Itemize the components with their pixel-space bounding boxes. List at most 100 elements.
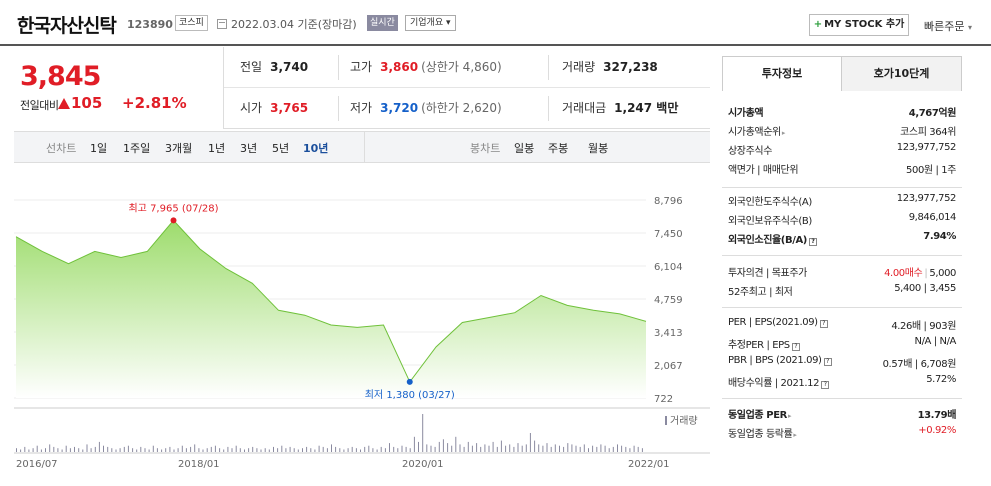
tab-1y[interactable]: 1년 <box>208 142 226 155</box>
price-chart[interactable]: 8,796 7,450 6,104 4,759 3,413 2,067 722 최고 7,9… <box>14 176 710 483</box>
volume-bar <box>525 444 527 452</box>
tab-daily[interactable]: 일봉 <box>514 142 535 155</box>
quote-label: 거래량 <box>562 60 596 74</box>
realtime-button[interactable]: 실시간 <box>367 15 398 31</box>
divider <box>548 55 549 80</box>
volume-bar <box>165 448 167 452</box>
volume-bar <box>136 449 138 452</box>
y-tick-label: 722 <box>654 394 673 405</box>
volume-bar <box>148 449 150 452</box>
volume-bar <box>339 448 341 452</box>
volume-bar <box>248 448 250 452</box>
tab-weekly[interactable]: 주봉 <box>548 142 569 155</box>
volume-bar <box>24 446 26 452</box>
info-value: 0.57배 | 6,708원 <box>882 359 957 370</box>
volume-bar <box>355 448 357 452</box>
quote-label: 거래대금 <box>562 101 607 115</box>
volume-bar <box>310 448 312 452</box>
panel-tabs: 투자정보 호가10단계 <box>722 57 962 91</box>
tab-order-book[interactable]: 호가10단계 <box>842 57 962 91</box>
divider <box>338 96 339 121</box>
tab-1d[interactable]: 1일 <box>90 142 108 155</box>
volume-bar <box>476 443 478 452</box>
volume-bar <box>277 448 279 452</box>
line-chart-label: 선차트 <box>46 142 77 155</box>
volume-bar <box>600 444 602 452</box>
quick-order-button[interactable]: 빠른주문 ▾ <box>924 18 972 34</box>
info-row: 외국인소진율(B/A)? 7.94% <box>728 228 960 247</box>
volume-bar <box>53 446 55 452</box>
chevron-down-icon: ▾ <box>967 23 972 32</box>
info-key-text: 배당수익률 | 2021.12 <box>728 378 820 389</box>
volume-bar <box>293 448 295 452</box>
info-value: 123,977,752 <box>896 193 957 204</box>
volume-bar <box>318 445 320 452</box>
volume-bar <box>132 448 134 452</box>
volume-bar <box>625 446 627 452</box>
divider <box>722 187 962 188</box>
volume-bar <box>384 448 386 452</box>
volume-bar <box>45 448 46 452</box>
info-key: 외국인소진율(B/A)? <box>728 231 817 246</box>
tab-3y[interactable]: 3년 <box>240 142 258 155</box>
tab-1w[interactable]: 1주일 <box>123 142 151 155</box>
info-row[interactable]: 동일업종 등락률▸ +0.92% <box>728 422 960 441</box>
volume-bar <box>306 446 308 452</box>
volume-bar <box>463 446 465 452</box>
help-icon[interactable]: ? <box>791 343 800 351</box>
volume-bar <box>521 445 523 452</box>
volume-bar <box>144 448 146 452</box>
quick-order-label: 빠른주문 <box>924 20 965 33</box>
tab-3m[interactable]: 3개월 <box>165 142 193 155</box>
quote-value: 3,740 <box>270 60 309 74</box>
help-icon[interactable]: ? <box>819 320 828 328</box>
volume-bar <box>471 445 473 452</box>
volume-bar <box>86 444 88 452</box>
info-row: 시가총액 4,767억원 <box>728 101 960 120</box>
volume-bar <box>239 448 241 452</box>
volume-bar <box>418 441 419 452</box>
volume-bar <box>289 446 291 452</box>
chevron-right-icon: ▸ <box>781 129 786 137</box>
volume-bar <box>496 446 498 452</box>
y-tick-label: 4,759 <box>654 295 683 306</box>
volume-bar <box>127 445 129 452</box>
volume-bar <box>161 449 163 452</box>
volume-bar <box>542 445 544 452</box>
tab-10y[interactable]: 10년 <box>303 142 329 155</box>
investment-info-panel: 투자정보 호가10단계 시가총액 4,767억원 시가총액순위▸ 코스피 364위 … <box>722 56 962 483</box>
info-row: 추정PER | EPS? N/A | N/A <box>728 333 960 352</box>
info-row[interactable]: 동일업종 PER▸ 13.79배 <box>728 403 960 422</box>
volume-bar <box>326 448 328 452</box>
info-key: 52주최고 | 최저 <box>728 287 793 298</box>
volume-bar <box>621 445 623 452</box>
volume-bar <box>119 448 121 452</box>
tab-5y[interactable]: 5년 <box>272 142 290 155</box>
tab-monthly[interactable]: 월봉 <box>588 142 609 155</box>
volume-bar <box>173 449 175 452</box>
volume-bar <box>185 448 187 452</box>
volume-bar <box>111 448 113 452</box>
volume-bar <box>438 441 440 452</box>
volume-bar <box>198 448 200 452</box>
quote-value: 3,720 <box>380 101 419 115</box>
x-tick-label: 2018/01 <box>178 459 220 470</box>
volume-bar <box>314 449 316 452</box>
volume-bar <box>467 441 469 452</box>
company-overview-button[interactable]: 기업개요 ▾ <box>405 15 456 31</box>
plus-icon: + <box>813 19 823 30</box>
add-my-stock-button[interactable]: + MY STOCK 추가 <box>809 14 909 36</box>
help-icon[interactable]: ? <box>821 381 830 389</box>
volume-bar <box>447 443 449 452</box>
volume-bar <box>413 436 415 452</box>
help-icon[interactable]: ? <box>823 358 832 366</box>
help-icon[interactable]: ? <box>808 238 817 246</box>
volume-bar <box>484 444 486 452</box>
volume-bar <box>227 446 229 452</box>
volume-bar <box>546 443 548 452</box>
x-tick-label: 2022/01 <box>628 459 670 470</box>
info-row[interactable]: 시가총액순위▸ 코스피 364위 <box>728 120 960 139</box>
tab-investment-info[interactable]: 투자정보 <box>722 57 842 91</box>
volume-bar <box>380 446 382 452</box>
volume-bar <box>103 445 104 452</box>
